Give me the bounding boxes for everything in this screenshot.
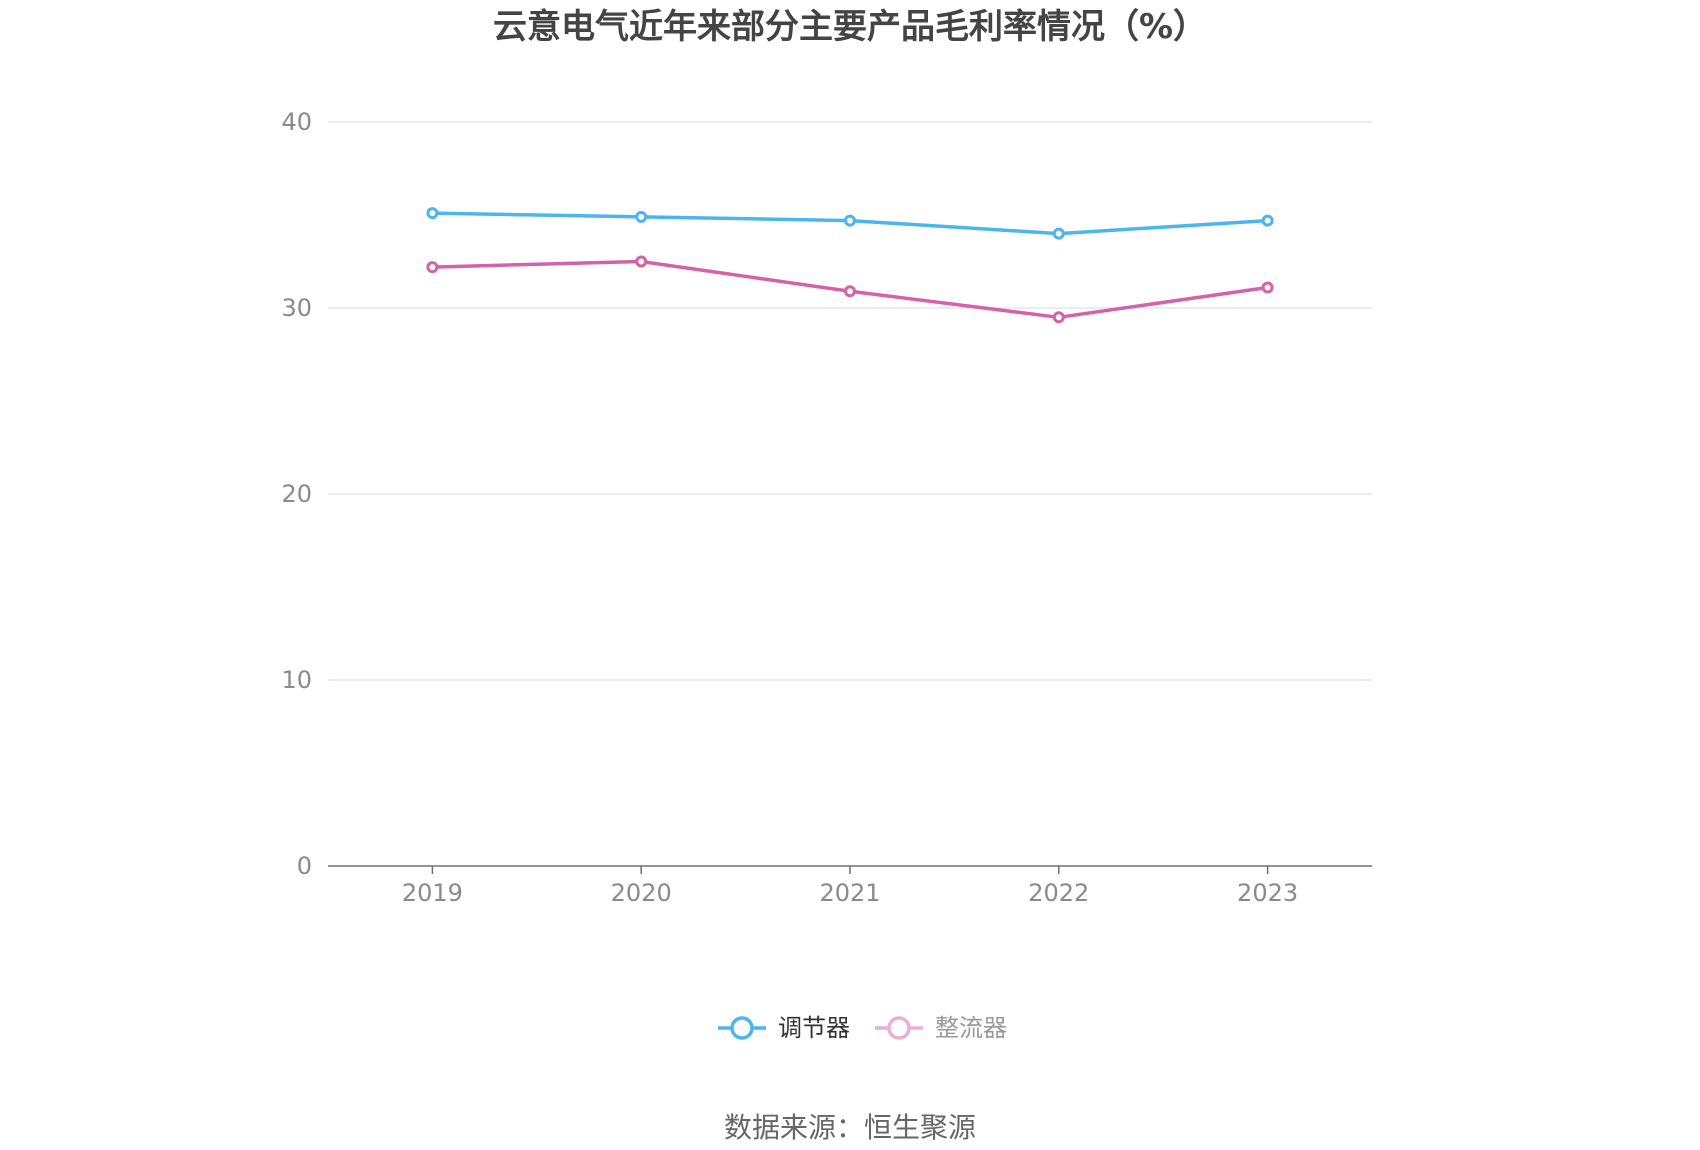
legend-marker [887,1016,911,1040]
y-tick-label: 20 [281,480,312,508]
data-point[interactable] [426,261,439,274]
data-point[interactable] [635,210,648,223]
source-note: 数据来源：恒生聚源 [724,1111,976,1144]
series-layer [426,207,1274,324]
legend-item-2[interactable]: 整流器 [875,1014,1007,1042]
y-tick-label: 30 [281,294,312,322]
x-tick-label: 2020 [611,879,672,907]
legend-marker [730,1016,754,1040]
x-tick-label: 2021 [819,879,880,907]
data-point[interactable] [1261,214,1274,227]
data-point[interactable] [426,207,439,220]
legend-label: 调节器 [778,1014,850,1042]
legend: 调节器 整流器 [718,1014,1007,1042]
x-tick-label: 2022 [1028,879,1089,907]
y-tick-label: 0 [297,852,312,880]
axis-layer: 0 10 20 30 40 2019 2020 2021 2022 2023 [281,108,1372,907]
data-point[interactable] [1052,311,1065,324]
data-point[interactable] [1052,227,1065,240]
data-point[interactable] [844,285,856,298]
grid-layer [328,121,1372,681]
legend-item-1[interactable]: 调节器 [718,1014,850,1042]
data-point[interactable] [844,214,856,227]
y-tick-label: 40 [281,108,312,136]
data-point[interactable] [1261,281,1274,294]
chart-title: 云意电气近年来部分主要产品毛利率情况（%） [493,7,1207,47]
x-tick-label: 2019 [402,879,463,907]
data-point[interactable] [635,255,648,268]
x-tick-label: 2023 [1237,879,1298,907]
legend-label: 整流器 [935,1014,1007,1042]
y-tick-label: 10 [281,666,312,694]
